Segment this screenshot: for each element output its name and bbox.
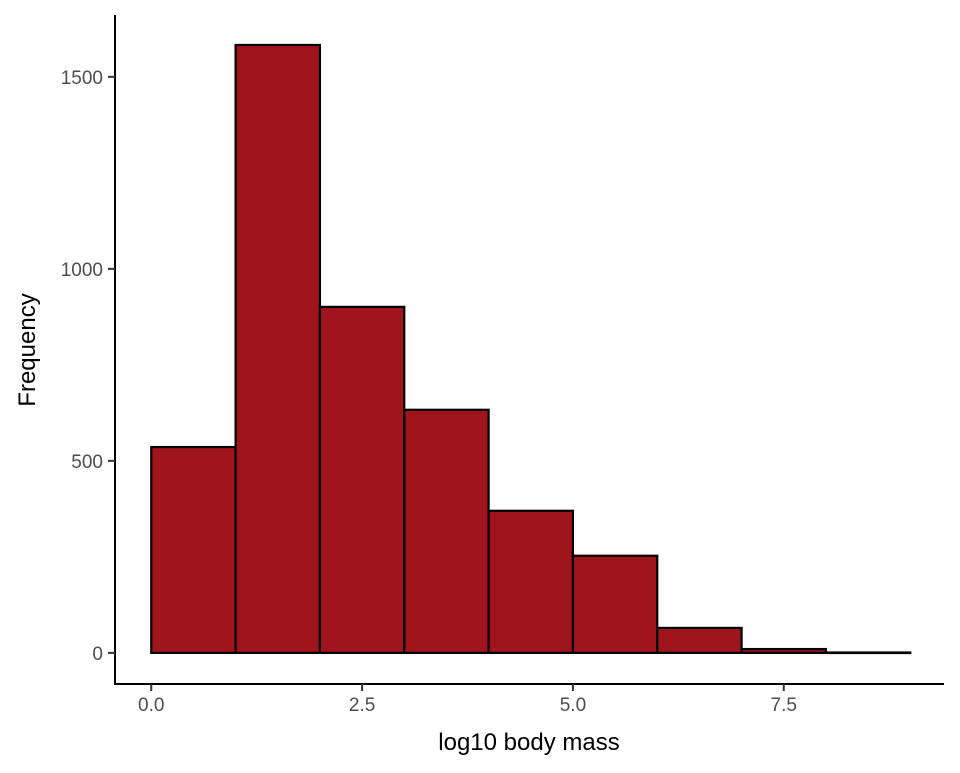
y-tick-label: 1500: [61, 68, 103, 89]
histogram-bar: [824, 651, 912, 655]
histogram-bar: [571, 554, 659, 654]
x-tick-label: 7.5: [771, 695, 797, 716]
histogram-bar: [656, 626, 743, 654]
bars: [150, 43, 912, 655]
histogram-bar: [403, 408, 490, 654]
histogram-bar: [740, 647, 828, 654]
x-tick-label: 5.0: [560, 695, 586, 716]
x-tick-label: 0.0: [138, 695, 164, 716]
x-ticks: 0.0 2.5 5.0 7.5: [138, 684, 797, 716]
y-tick-label: 0: [92, 644, 103, 665]
histogram-bar: [318, 305, 406, 654]
histogram-bar: [150, 445, 237, 654]
histogram-bar: [234, 43, 322, 654]
y-axis-label: Frequency: [14, 293, 41, 406]
y-ticks: 0 500 1000 1500: [61, 68, 115, 665]
histogram-bar: [487, 509, 575, 654]
y-tick-label: 500: [71, 452, 103, 473]
x-tick-label: 2.5: [349, 695, 375, 716]
x-axis-label: log10 body mass: [438, 729, 619, 756]
y-tick-label: 1000: [61, 260, 103, 281]
